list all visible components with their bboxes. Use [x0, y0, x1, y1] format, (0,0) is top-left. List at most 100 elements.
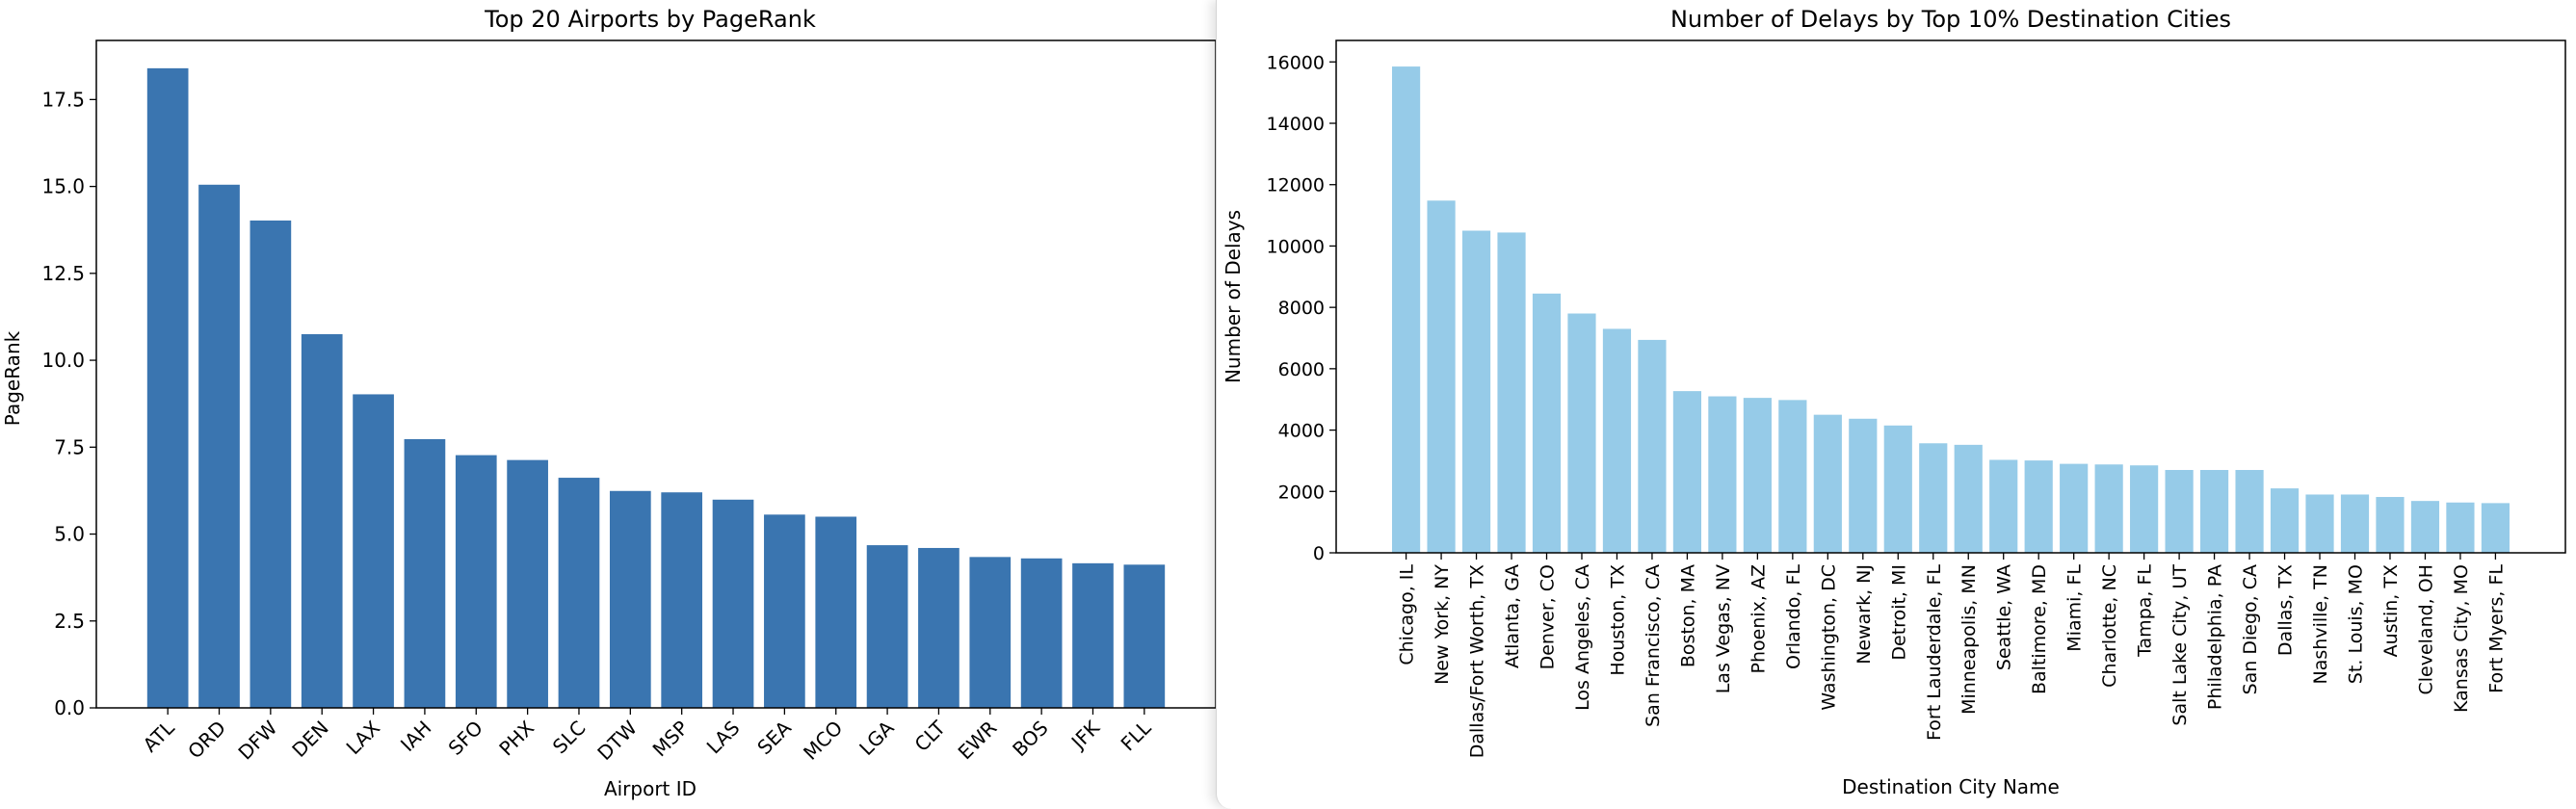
- bar-charlotte-nc: [2094, 464, 2123, 553]
- bar-kansas-city-mo: [2446, 502, 2475, 553]
- x-tick-label: LGA: [854, 716, 899, 760]
- bar-san-diego-ca: [2235, 469, 2264, 553]
- bar-philadelphia-pa: [2199, 469, 2229, 553]
- y-tick-label: 15.0: [41, 175, 85, 198]
- bar-orlando-fl: [1778, 400, 1807, 553]
- y-tick-label: 2.5: [54, 610, 85, 633]
- bar-jfk: [1072, 562, 1114, 708]
- bar-den: [301, 333, 343, 708]
- bar-fll: [1123, 564, 1166, 708]
- bar-atlanta-ga: [1497, 232, 1526, 554]
- x-tick-label: Washington, DC: [1818, 564, 1839, 711]
- x-tick-label: SFO: [444, 717, 487, 760]
- x-tick-label: Austin, TX: [2380, 564, 2402, 657]
- y-tick-label: 6000: [1278, 359, 1325, 380]
- y-tick-label: 14000: [1267, 114, 1325, 135]
- x-tick-label: Los Angeles, CA: [1572, 564, 1593, 711]
- x-tick-label: Nashville, TN: [2310, 564, 2331, 684]
- bar-denver-co: [1532, 293, 1562, 553]
- x-tick-label: LAX: [342, 716, 385, 759]
- bar-phoenix-az: [1743, 398, 1772, 553]
- x-tick-label: IAH: [396, 717, 435, 756]
- x-tick-label: Las Vegas, NV: [1713, 564, 1734, 693]
- x-tick-label: Miami, FL: [2064, 564, 2086, 652]
- x-tick-label: BOS: [1008, 717, 1053, 762]
- bar-dfw: [250, 220, 292, 708]
- y-tick-label: 7.5: [54, 435, 85, 458]
- y-tick-label: 17.5: [41, 88, 85, 111]
- bar-clt: [918, 547, 959, 708]
- x-tick-label: Philadelphia, PA: [2205, 564, 2226, 710]
- x-tick-label: JFK: [1065, 716, 1105, 755]
- y-tick-label: 12.5: [41, 262, 85, 285]
- y-tick-label: 12000: [1267, 175, 1325, 196]
- x-tick-label: Orlando, FL: [1783, 564, 1804, 669]
- bar-cleveland-oh: [2410, 501, 2440, 553]
- x-tick-label: SEA: [752, 716, 796, 759]
- bar-tampa-fl: [2130, 465, 2159, 553]
- bar-dallas-tx: [2270, 488, 2300, 553]
- x-tick-label: Houston, TX: [1607, 564, 1628, 676]
- y-tick-label: 0.0: [54, 696, 85, 719]
- x-tick-label: Cleveland, OH: [2415, 564, 2436, 695]
- x-tick-label: FLL: [1117, 716, 1156, 755]
- y-tick-label: 5.0: [54, 523, 85, 546]
- y-tick-label: 2000: [1278, 482, 1325, 503]
- x-axis-label: Destination City Name: [1842, 775, 2060, 798]
- x-tick-label: New York, NY: [1432, 564, 1453, 685]
- bar-minneapolis-mn: [1954, 444, 1983, 553]
- delays-bar-chart: Number of Delays by Top 10% Destination …: [1222, 6, 2566, 798]
- bar-iah: [404, 438, 446, 708]
- y-axis-label: PageRank: [1, 330, 24, 426]
- x-tick-label: Denver, CO: [1538, 564, 1559, 669]
- bar-atl: [146, 67, 189, 708]
- bar-sea: [764, 514, 805, 708]
- x-tick-label: Baltimore, MD: [2029, 564, 2050, 694]
- bar-baltimore-md: [2024, 460, 2053, 553]
- bar-slc: [558, 478, 600, 708]
- x-tick-label: MSP: [648, 717, 694, 762]
- bar-msp: [661, 492, 703, 708]
- y-tick-label: 8000: [1278, 298, 1325, 319]
- bar-nashville-tn: [2305, 494, 2334, 553]
- x-tick-label: Kansas City, MO: [2451, 564, 2472, 713]
- x-tick-label: Phoenix, AZ: [1748, 564, 1769, 673]
- x-tick-label: San Diego, CA: [2240, 564, 2261, 694]
- bar-los-angeles-ca: [1567, 313, 1596, 553]
- bar-seattle-wa: [1989, 459, 2018, 553]
- bar-las-vegas-nv: [1708, 396, 1737, 553]
- bar-san-francisco-ca: [1638, 339, 1667, 553]
- bar-fort-myers-fl: [2481, 503, 2510, 553]
- x-tick-label: DEN: [287, 717, 332, 762]
- x-tick-label: Seattle, WA: [1994, 564, 2015, 670]
- bar-newark-nj: [1849, 418, 1878, 553]
- x-tick-label: PHX: [494, 716, 539, 760]
- x-tick-label: ATL: [139, 716, 180, 757]
- x-tick-label: MCO: [799, 717, 847, 765]
- bar-ord: [198, 184, 240, 708]
- x-axis-label: Airport ID: [604, 777, 697, 800]
- bar-phx: [507, 459, 548, 708]
- chart-title: Top 20 Airports by PageRank: [484, 6, 816, 33]
- bar-las: [712, 499, 754, 708]
- bar-detroit-mi: [1883, 425, 1912, 553]
- x-tick-label: Dallas/Fort Worth, TX: [1467, 564, 1488, 758]
- x-tick-label: Fort Lauderdale, FL: [1924, 564, 1945, 741]
- pagerank-bar-chart: Top 20 Airports by PageRank 0.0 2.5 5.0 7.5…: [1, 6, 1216, 800]
- bar-austin-tx: [2376, 497, 2405, 553]
- x-tick-label: DFW: [233, 716, 281, 764]
- y-axis-label: Number of Delays: [1222, 210, 1245, 383]
- x-tick-label: San Francisco, CA: [1643, 564, 1664, 727]
- y-tick-label: 10.0: [41, 349, 85, 372]
- pagerank-chart-panel: Top 20 Airports by PageRank 0.0 2.5 5.0 7.5…: [0, 0, 1216, 809]
- bar-houston-tx: [1602, 328, 1632, 553]
- x-tick-label: Atlanta, GA: [1502, 564, 1523, 668]
- bar-washington-dc: [1813, 414, 1842, 553]
- bar-lga: [866, 545, 908, 708]
- y-tick-label: 4000: [1278, 421, 1325, 442]
- bar-new-york-ny: [1427, 200, 1456, 553]
- bar-mco: [815, 516, 857, 708]
- bar-ewr: [969, 557, 1012, 708]
- delays-chart-panel: Number of Delays by Top 10% Destination …: [1216, 0, 2576, 809]
- x-tick-label: Charlotte, NC: [2099, 564, 2120, 688]
